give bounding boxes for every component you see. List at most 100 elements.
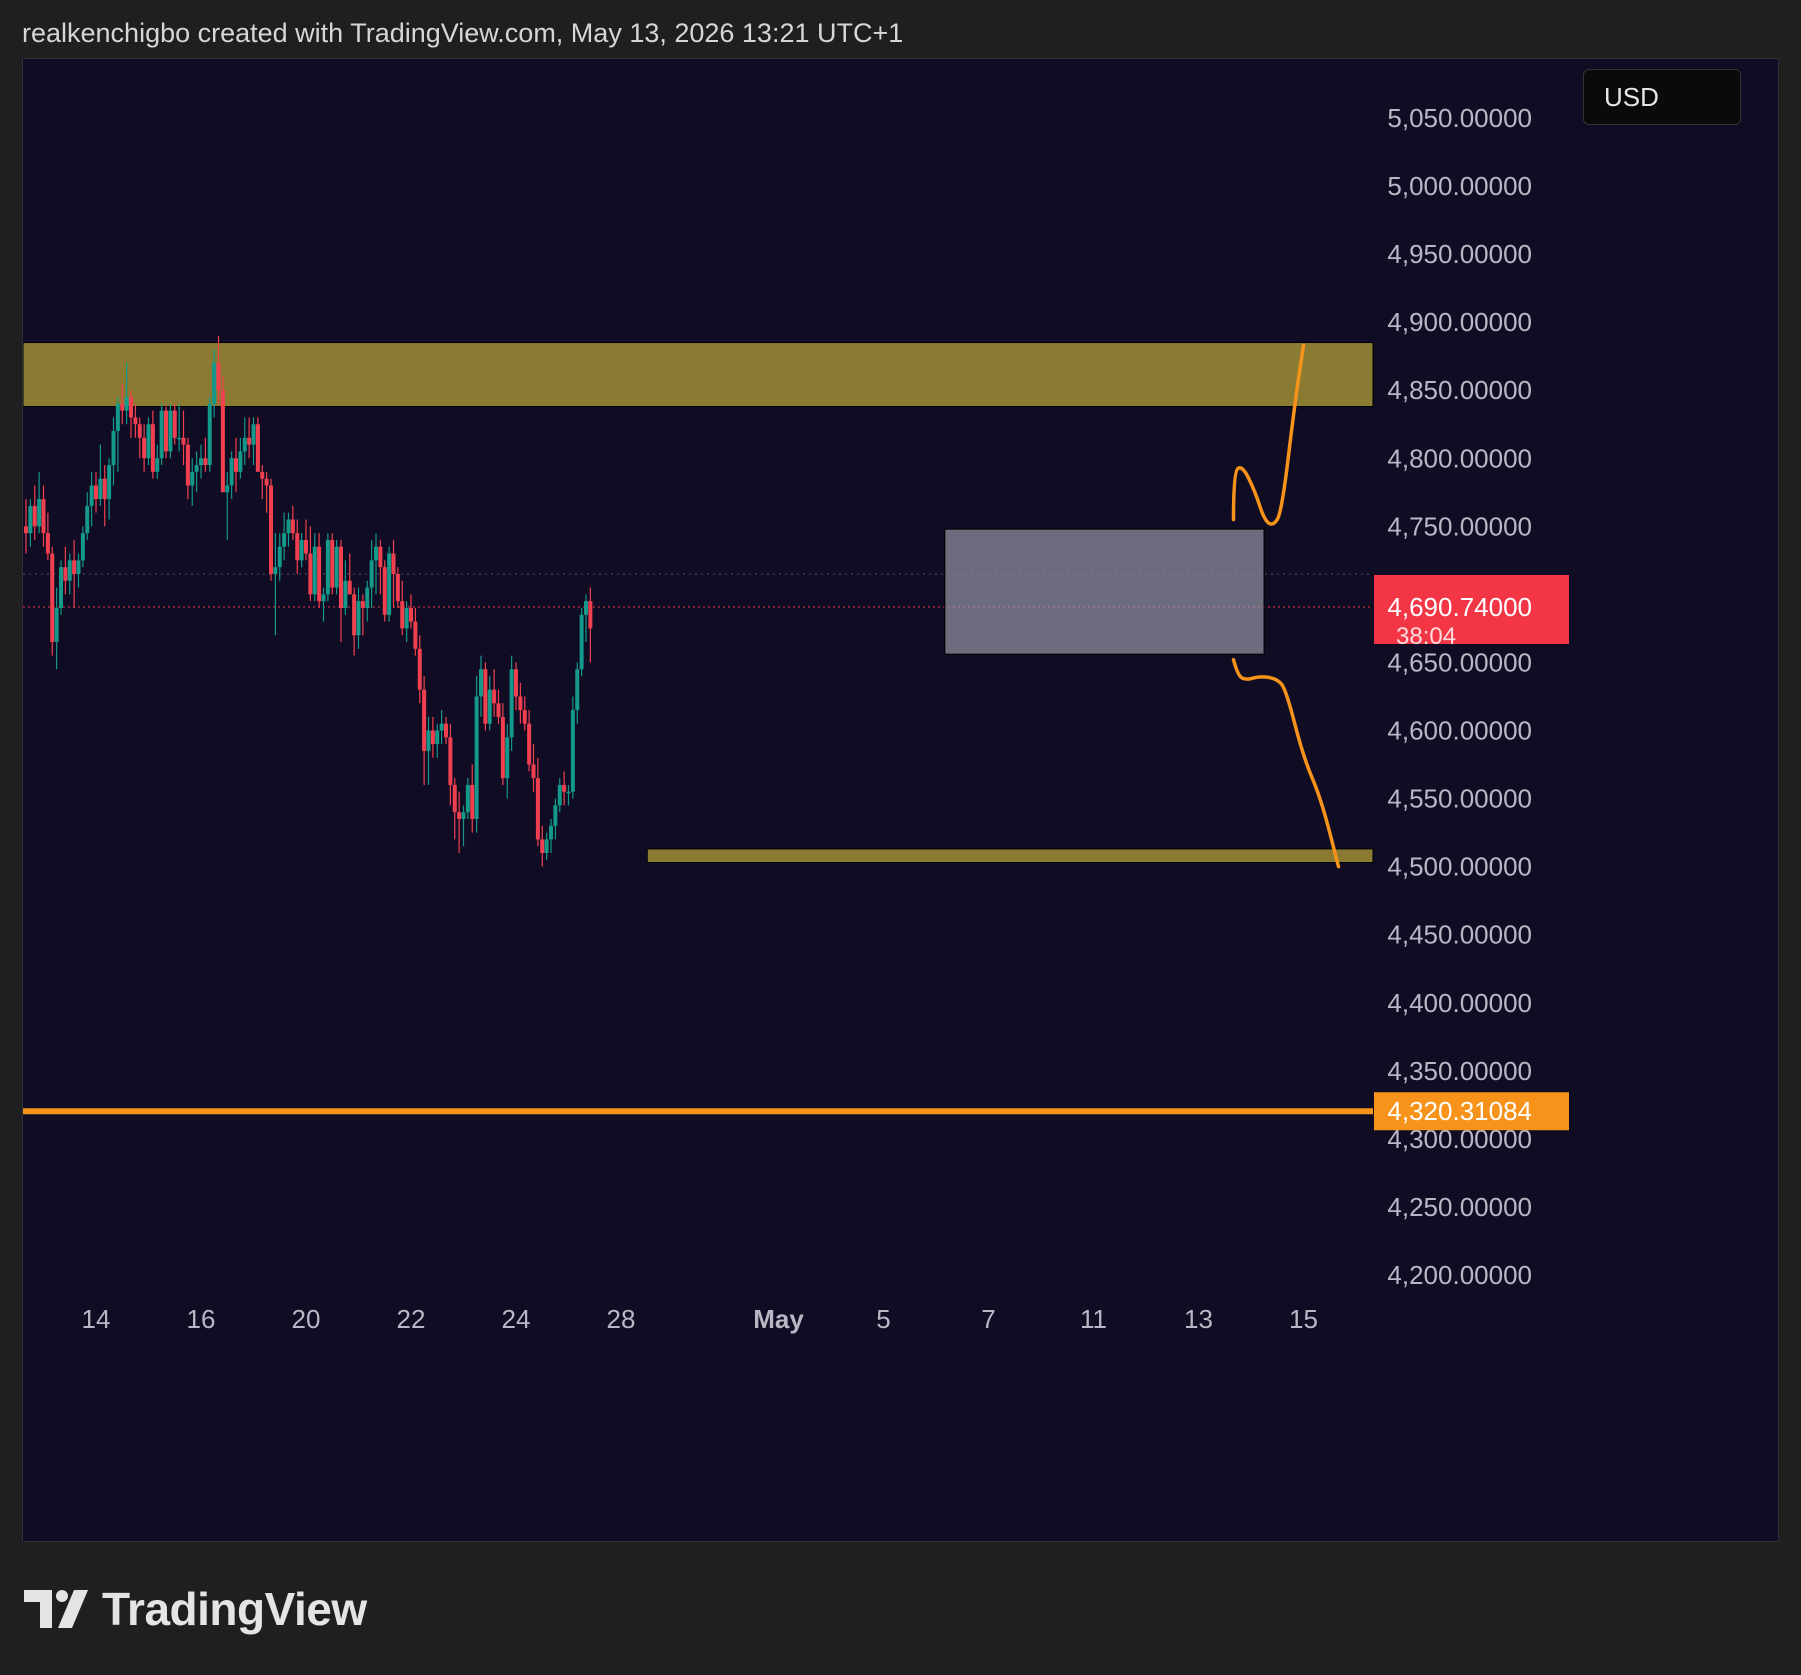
candle [85,505,90,534]
candle [531,764,536,779]
candle [194,465,199,472]
current-price-label: 4,690.74000 [1387,592,1532,622]
candle [330,539,335,588]
candle [282,533,287,547]
candle [89,485,94,506]
candle [172,410,177,438]
candle [549,825,553,840]
y-tick-label: 4,850.00000 [1387,375,1532,405]
y-tick-label: 4,900.00000 [1387,307,1532,337]
footer-brand-name: TradingView [102,1583,367,1635]
y-tick-label: 4,200.00000 [1387,1260,1532,1290]
candle [299,539,304,561]
candle [535,778,540,840]
candle [347,580,352,595]
x-tick-label: 20 [292,1304,321,1334]
candle [102,478,107,500]
candle [553,805,558,826]
candle [321,594,326,602]
candle [343,580,348,608]
candle [177,437,182,440]
candle [199,458,203,466]
candle [457,812,462,819]
candle [374,546,378,561]
candle [509,669,514,738]
candle [540,839,545,854]
candle [67,560,72,581]
bearish-path [1231,657,1341,869]
candle [168,410,173,452]
candle [369,560,374,588]
candle [474,696,479,819]
candle [264,478,269,486]
candle [562,784,567,792]
candle [417,648,422,690]
candle [212,362,217,404]
candle [190,471,195,486]
candle [308,553,313,595]
candle [115,403,120,432]
candle [522,710,527,724]
candle [181,437,186,445]
candle [588,601,593,629]
candle [382,567,387,615]
candle [352,594,357,636]
x-tick-label: May [753,1304,804,1334]
candle [483,669,488,724]
x-tick-label: 24 [502,1304,531,1334]
x-tick-label: 22 [397,1304,426,1334]
candle [339,546,343,608]
candle [120,403,125,411]
candle [59,567,63,608]
candle [164,410,168,452]
candle [465,784,470,813]
candle [514,669,518,697]
y-tick-label: 4,750.00000 [1387,511,1532,541]
chart-area[interactable]: 4,200.00000 4,250.00000 4,300.00000 4,350.0… [22,58,1779,1542]
price-chart[interactable]: 4,200.000004,250.000004,300.000004,350.0… [23,59,1779,1542]
candle [356,601,361,636]
x-tick-label: 5 [876,1304,890,1334]
y-tick-label: 4,600.00000 [1387,716,1532,746]
footer-brand: TradingView [24,1582,367,1636]
candle [207,403,212,466]
candle [54,607,59,643]
candle [255,424,260,472]
candle [570,710,575,792]
candle [325,539,330,595]
candle [242,437,247,452]
x-tick-label: 11 [1080,1304,1107,1334]
candle [76,560,81,574]
candle [404,607,409,629]
level-line-badge [1374,1092,1569,1131]
candle [133,417,138,425]
candle [391,553,396,574]
consolidation-range-box [944,528,1265,655]
candle [492,689,497,704]
candle [479,669,483,697]
bullish-path [1231,343,1306,526]
candle [452,784,457,813]
candle [387,553,392,615]
candle [413,621,418,649]
candle [234,458,238,472]
candle [142,437,147,459]
x-tick-label: 16 [187,1304,216,1334]
candle [107,465,112,500]
candle [185,444,190,486]
currency-selector[interactable]: USD [1583,69,1741,125]
y-tick-label: 4,500.00000 [1387,852,1532,882]
tradingview-logo-icon [24,1590,88,1628]
candle [575,669,580,711]
candle [461,812,466,819]
candle [422,689,427,751]
candle [505,737,510,779]
candle [260,471,265,479]
candle [435,730,440,745]
candle [286,519,291,534]
support-zone [646,848,1374,864]
candle [295,533,300,561]
candle [32,505,37,527]
candle [444,723,448,738]
candle [72,560,77,574]
